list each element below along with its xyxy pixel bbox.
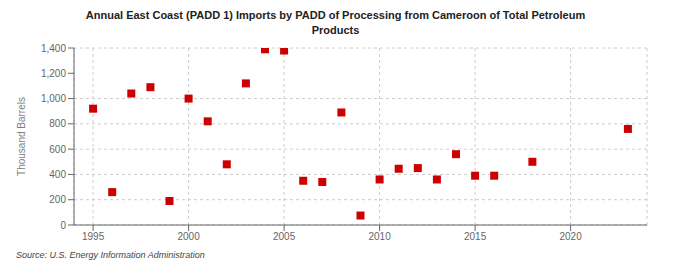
- svg-text:Thousand Barrels: Thousand Barrels: [16, 97, 27, 176]
- svg-text:2000: 2000: [177, 231, 200, 242]
- svg-text:800: 800: [49, 118, 66, 129]
- html-text:Source: U.S. Energy Informatio: Source: U.S. Energy Information Administ…: [16, 250, 205, 260]
- svg-text:600: 600: [49, 144, 66, 155]
- svg-text:2005: 2005: [273, 231, 296, 242]
- svg-text:2015: 2015: [464, 231, 487, 242]
- html-text:Annual East Coast (PADD 1) Imp: Annual East Coast (PADD 1) Imports by PA…: [85, 9, 586, 21]
- svg-text:1,200: 1,200: [41, 68, 66, 79]
- svg-text:1,000: 1,000: [41, 93, 66, 104]
- svg-text:200: 200: [49, 194, 66, 205]
- svg-text:1995: 1995: [82, 231, 105, 242]
- svg-text:2010: 2010: [368, 231, 391, 242]
- html-text:Products: Products: [311, 24, 360, 36]
- svg-text:2020: 2020: [559, 231, 582, 242]
- svg-text:400: 400: [49, 169, 66, 180]
- svg-text:0: 0: [60, 220, 66, 231]
- svg-text:1,400: 1,400: [41, 43, 66, 54]
